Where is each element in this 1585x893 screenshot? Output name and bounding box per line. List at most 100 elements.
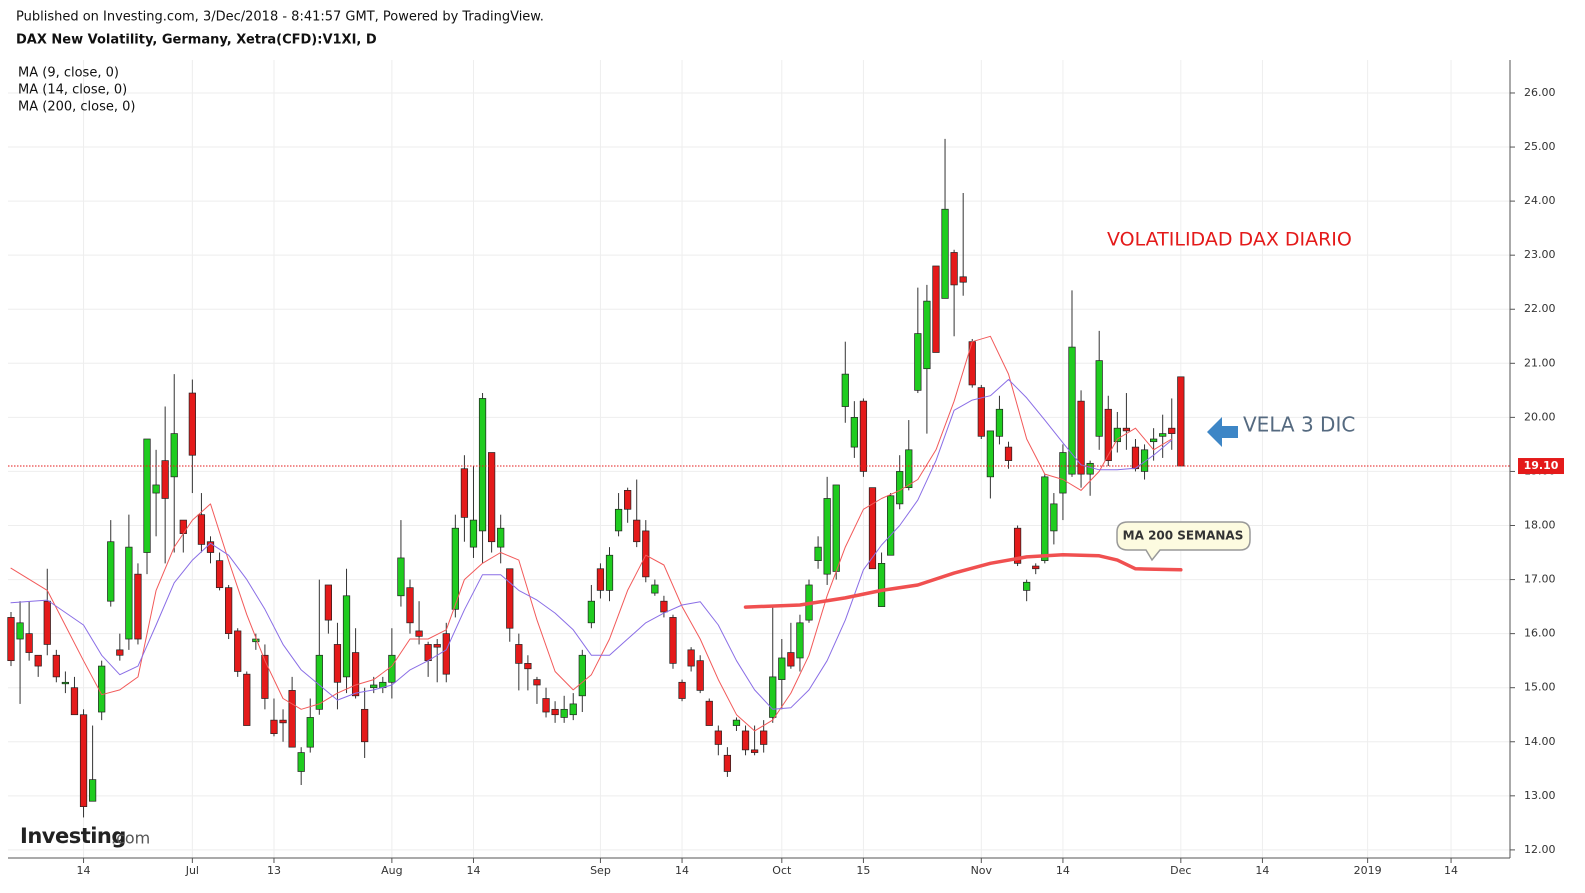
y-tick-label: 17.00 [1524,573,1556,586]
candle-body [569,703,577,716]
x-tick-label: Jul [185,864,199,877]
x-tick-label: 14 [1444,864,1458,877]
x-tick-label: Nov [971,864,993,877]
y-tick-label: 15.00 [1524,681,1556,694]
last-price-box [1518,458,1564,475]
candle-body [533,679,541,686]
candle-body [642,530,650,578]
candle-body [905,449,913,489]
candle-body [478,398,487,532]
candle-body [1177,376,1185,467]
x-tick-label: 2019 [1354,864,1382,877]
y-tick-label: 12.00 [1524,843,1556,856]
annotation-title: VOLATILIDAD DAX DIARIO [1107,229,1352,251]
candle-body [515,644,523,664]
candle-body [977,387,985,437]
candle-body [388,654,396,683]
candle-body [1059,452,1067,494]
candle-body [741,730,750,751]
x-tick-label: Sep [590,864,611,877]
candle-body [460,468,469,518]
candle-body [750,749,759,753]
y-tick-label: 20.00 [1524,410,1556,423]
y-tick-label: 21.00 [1524,356,1556,369]
x-tick-label: 14 [466,864,480,877]
y-tick-label: 13.00 [1524,789,1556,802]
candle-body [497,527,505,548]
x-tick-label: Dec [1170,864,1191,877]
candle-body [234,630,242,672]
candle-body [351,652,360,697]
candle-body [433,644,441,648]
candle-body [877,562,886,607]
x-tick-label: 13 [267,864,281,877]
callout: MA 200 SEMANAS [1116,521,1251,562]
y-tick-label: 18.00 [1524,519,1556,532]
candle-body [206,541,215,553]
legend-entry: MA (9, close, 0) [18,66,119,81]
callout-box [1116,521,1251,562]
logo: Investing .com [20,824,150,848]
grid [8,60,1510,858]
candle-body [1068,346,1076,475]
candle-body [43,600,51,645]
y-tick-label: 16.00 [1524,627,1556,640]
candle-body [25,633,33,653]
candle-body [614,508,623,532]
candle-body [714,730,722,745]
candle-body [778,657,786,680]
x-tick-label: Aug [381,864,402,877]
annotation-arrow [1207,417,1238,447]
candle-body [950,252,958,286]
y-tick-label: 26.00 [1524,86,1556,99]
y-tick-label: 22.00 [1524,302,1556,315]
candle-body [7,617,15,662]
candle-body [261,654,269,699]
candle-body [52,654,60,678]
candle-body [370,684,378,689]
candle-body [696,660,704,691]
candle-body [1140,449,1149,472]
candle-body [252,638,260,643]
published-note: Published on Investing.com, 3/Dec/2018 -… [16,10,544,25]
candle-body [705,700,713,726]
candle-body [995,408,1004,437]
candle-body [624,490,632,510]
ma-line [743,552,1183,609]
candle-body [315,654,323,710]
candle-body [197,514,206,545]
candle-body [1023,581,1031,591]
legend-entry: MA (200, close, 0) [18,100,135,115]
candle-body [61,681,70,685]
candle-body [914,333,922,391]
candle-body [34,654,42,667]
candle-body [850,417,858,448]
candle-body [1113,427,1121,443]
candle-body [152,484,160,494]
x-tick-label: Oct [772,864,792,877]
candle-body [769,676,777,718]
ma-line [10,335,1173,732]
candle-body [361,708,369,743]
candle-body [923,300,931,370]
candle-body [1050,503,1058,532]
callout-text: MA 200 SEMANAS [1123,529,1244,543]
candle-body [469,519,478,548]
candle-body [932,265,940,353]
candle-body [660,600,668,613]
candle-body [188,392,196,456]
candle-body [116,649,124,656]
candle-body [1004,446,1013,461]
annotation-arrow-text: VELA 3 DIC [1243,413,1355,437]
plot [7,138,1510,818]
y-tick-label: 25.00 [1524,140,1556,153]
candle-body [143,438,151,553]
candle-body [814,546,822,561]
candle-body [442,633,450,675]
candle-body [397,557,405,597]
x-tick-label: 15 [856,864,870,877]
candle-body [16,622,24,640]
candle-body [578,654,586,697]
candle-body [1077,400,1085,475]
candle-body [986,430,994,478]
